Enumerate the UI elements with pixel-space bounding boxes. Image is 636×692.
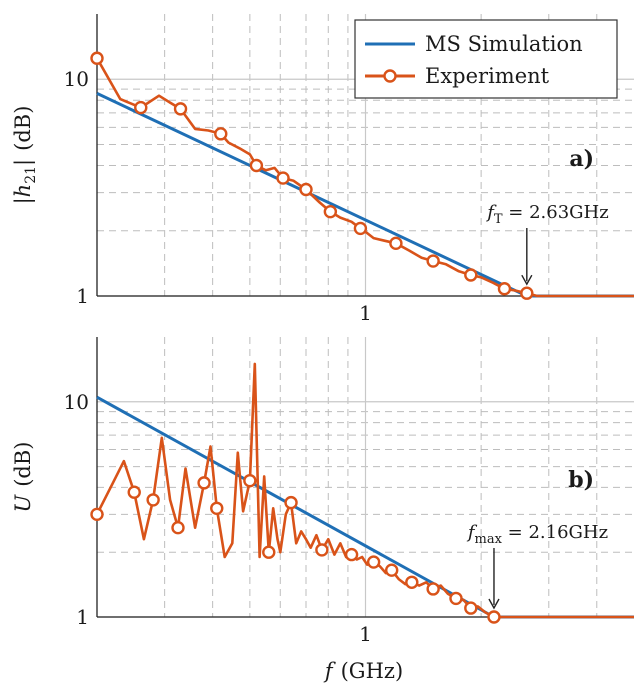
experiment-marker <box>90 51 104 65</box>
experiment-marker <box>353 221 368 236</box>
panel-b-plot: 1 10 1 U (dB) b) fmax = 2.16GHz <box>11 337 634 646</box>
experiment-marker <box>464 601 478 615</box>
y-axis-unit: (dB) <box>11 106 35 151</box>
experiment-marker <box>497 282 512 296</box>
panel-label: a) <box>569 146 594 172</box>
experiment-marker <box>426 254 440 268</box>
experiment-marker <box>366 555 381 569</box>
experiment-marker <box>249 158 264 173</box>
y-axis-unit: (dB) <box>11 442 35 487</box>
experiment-marker <box>173 102 188 116</box>
y-axis-label: |h21| (dB) <box>11 106 39 205</box>
x-axis-unit: (GHz) <box>341 659 404 683</box>
y-axis-symbol: |h <box>11 184 36 205</box>
annotation-value: = 2.63GHz <box>503 202 609 223</box>
legend-label: MS Simulation <box>425 32 583 56</box>
y-axis-suffix: | <box>11 159 36 166</box>
experiment-marker <box>487 610 501 624</box>
x-axis-symbol: f <box>323 659 336 683</box>
y-axis-symbol: U <box>11 493 35 512</box>
experiment-marker <box>276 171 290 185</box>
y-tick-label: 1 <box>76 284 89 308</box>
series-line-experiment <box>95 362 634 619</box>
experiment-marker <box>134 100 148 115</box>
experiment-marker <box>284 495 298 510</box>
experiment-marker <box>146 493 160 507</box>
annotation-text: fmax = 2.16GHz <box>466 522 608 547</box>
experiment-marker <box>90 507 104 522</box>
experiment-marker <box>243 473 257 488</box>
experiment-marker <box>315 543 329 557</box>
annotation-text: fT = 2.63GHz <box>485 202 609 227</box>
experiment-marker <box>405 575 419 589</box>
experiment-marker <box>323 204 338 219</box>
panel-a-plot: 1 10 1 |h21| (dB) a) fT = 2.63GHz MS Simulation… <box>11 14 634 325</box>
experiment-marker <box>171 520 185 535</box>
experiment-marker <box>520 286 534 300</box>
annotation-value: = 2.16GHz <box>502 522 608 543</box>
experiment-marker <box>449 591 463 606</box>
x-axis-label: f (GHz) <box>323 659 403 683</box>
annotation-arrow-head <box>488 598 500 610</box>
experiment-marker <box>210 501 224 515</box>
y-tick-label: 1 <box>76 605 89 629</box>
legend-marker <box>383 69 397 83</box>
experiment-marker <box>384 563 399 577</box>
y-tick-label: 10 <box>64 390 89 414</box>
experiment-marker <box>127 485 141 499</box>
legend-box <box>354 19 618 99</box>
experiment-marker <box>389 236 403 251</box>
experiment-marker <box>197 476 211 490</box>
experiment-marker <box>299 182 313 197</box>
annotation-subscript: T <box>494 212 503 227</box>
panel-label: b) <box>568 467 594 493</box>
annotation-subscript: max <box>475 532 503 547</box>
x-tick-label: 1 <box>359 301 372 325</box>
annotation-arrow-head <box>521 274 533 286</box>
experiment-marker <box>344 547 359 562</box>
experiment-marker <box>464 268 478 282</box>
legend-label: Experiment <box>425 64 550 88</box>
x-tick-label: 1 <box>359 622 372 646</box>
y-axis-label: U (dB) <box>11 442 35 513</box>
y-tick-label: 10 <box>64 67 89 91</box>
experiment-marker <box>214 127 228 141</box>
experiment-marker <box>426 582 440 596</box>
y-axis-subscript: 21 <box>23 166 39 184</box>
legend: MS Simulation Experiment <box>354 19 618 99</box>
experiment-marker <box>262 545 276 559</box>
